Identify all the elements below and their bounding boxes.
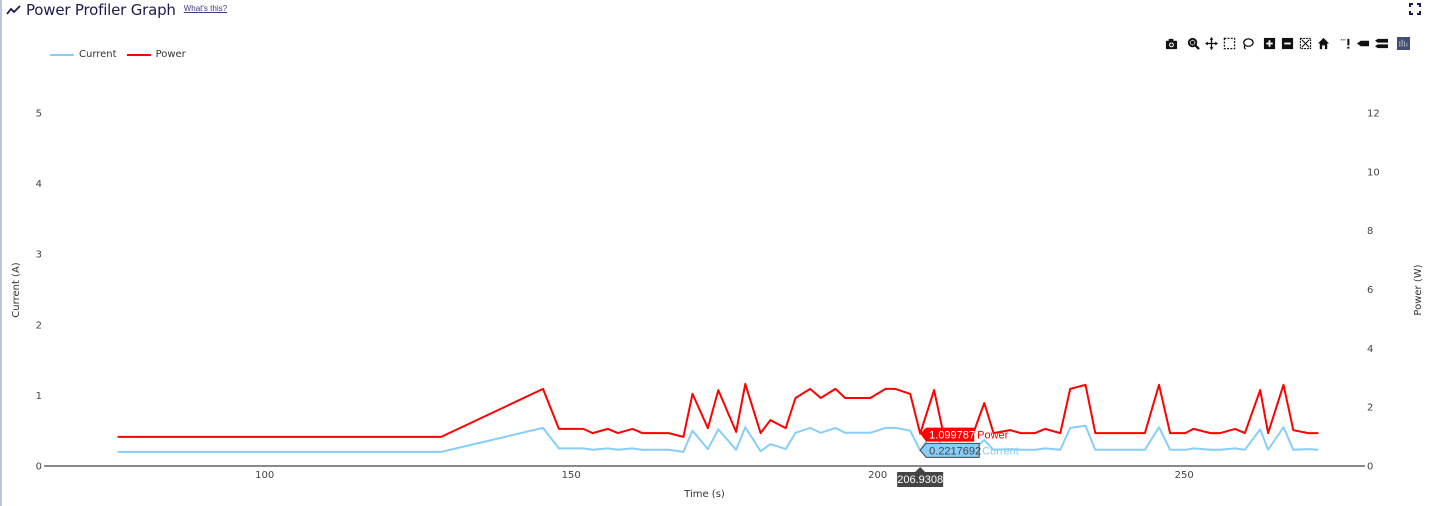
y2-tick-label: 4 (1367, 344, 1373, 355)
y2-tick-label: 6 (1367, 285, 1373, 296)
svg-text:Current: Current (982, 445, 1019, 457)
toggle-spikelines-button[interactable] (1338, 36, 1353, 51)
spikelines-icon (1340, 38, 1350, 49)
lasso-select-button[interactable] (1240, 36, 1255, 51)
page-left-border (0, 0, 2, 506)
hover-closest-icon (1357, 40, 1370, 47)
y-tick-label: 3 (36, 250, 42, 261)
autoscale-icon (1299, 37, 1312, 50)
page-title: Power Profiler Graph (26, 1, 176, 19)
legend-item-power[interactable]: Power (126, 49, 186, 60)
plotly-logo-button[interactable] (1396, 36, 1411, 51)
svg-text:1.099787: 1.099787 (929, 430, 975, 442)
modebar-group-hover (1338, 36, 1389, 51)
y-axis-title: Current (A) (11, 262, 22, 317)
zoom-out-icon (1281, 37, 1294, 50)
reset-axes-button[interactable] (1316, 36, 1331, 51)
x-axis-title: Time (s) (683, 489, 725, 500)
y2-tick-label: 10 (1367, 167, 1380, 178)
zoom-button[interactable] (1186, 36, 1201, 51)
home-icon (1317, 37, 1330, 50)
pan-icon (1205, 37, 1218, 50)
y-tick-label: 1 (36, 391, 42, 402)
series-line-power[interactable] (117, 382, 1319, 438)
y2-axis-title: Power (W) (1413, 264, 1424, 315)
y-tick-label: 0 (36, 462, 42, 473)
hover-label-current: 0.2217692 Current (919, 442, 1019, 458)
x-tick-label: 250 (1175, 470, 1194, 481)
x-tick-label: 200 (868, 470, 887, 481)
zoom-in-icon (1263, 37, 1276, 50)
chart-header: Power Profiler Graph What's this? (6, 0, 227, 20)
y-tick-label: 5 (36, 109, 42, 120)
box-select-button[interactable] (1222, 36, 1237, 51)
hover-compare-icon (1375, 38, 1388, 49)
y-tick-label: 2 (36, 320, 42, 331)
lasso-select-icon (1243, 38, 1254, 50)
y2-tick-label: 12 (1367, 109, 1380, 120)
plotly-logo-icon (1397, 37, 1410, 50)
download-png-button[interactable] (1164, 36, 1179, 51)
zoom-in-button[interactable] (1262, 36, 1277, 51)
x-tick-label: 100 (255, 470, 274, 481)
y2-tick-label: 0 (1367, 462, 1373, 473)
autoscale-button[interactable] (1298, 36, 1313, 51)
trending-line-icon (6, 5, 21, 15)
legend-item-current[interactable]: Current (50, 49, 117, 60)
camera-icon (1165, 38, 1178, 50)
legend-label-current: Current (79, 49, 117, 60)
svg-text:0.2217692: 0.2217692 (929, 445, 981, 457)
modebar-group-export (1164, 36, 1179, 51)
box-select-icon (1223, 37, 1236, 50)
zoom-out-button[interactable] (1280, 36, 1295, 51)
modebar-group-logo (1396, 36, 1411, 51)
chart-legend: Current Power (50, 49, 186, 60)
power-swatch (126, 53, 151, 56)
y2-tick-label: 2 (1367, 403, 1373, 414)
y2-tick-label: 8 (1367, 226, 1373, 237)
pan-button[interactable] (1204, 36, 1219, 51)
fullscreen-icon[interactable] (1409, 3, 1421, 15)
svg-text:Power: Power (977, 430, 1009, 442)
x-tick-label: 150 (562, 470, 581, 481)
modebar-group-drag (1186, 36, 1255, 51)
hover-label-power: 1.099787 Power (920, 427, 1009, 442)
zoom-icon (1187, 37, 1200, 50)
hover-closest-button[interactable] (1356, 36, 1371, 51)
current-swatch (50, 53, 74, 56)
modebar-group-zoom (1262, 36, 1331, 51)
svg-text:206.9308: 206.9308 (897, 474, 943, 486)
series-line-current[interactable] (117, 424, 1319, 453)
plot-modebar (1164, 36, 1415, 51)
y-tick-label: 4 (36, 179, 42, 190)
legend-label-power: Power (155, 49, 186, 60)
hover-label-x: 206.9308 (897, 467, 944, 487)
hover-compare-button[interactable] (1374, 36, 1389, 51)
whats-this-link[interactable]: What's this? (183, 3, 228, 13)
